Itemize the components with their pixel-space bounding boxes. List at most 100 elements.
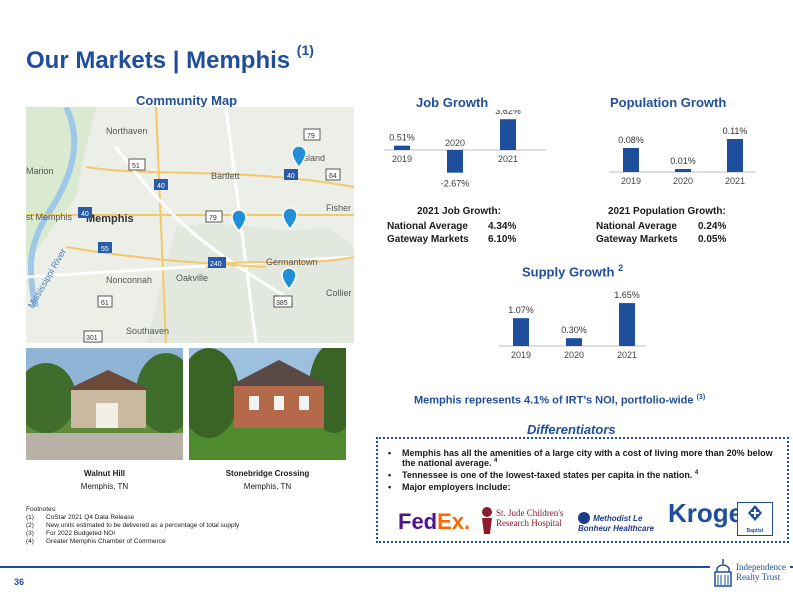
route-shield: 55 (98, 242, 112, 253)
chart-tick-label: 2021 (725, 176, 745, 186)
route-shield: 240 (208, 257, 226, 268)
footnotes-heading: Footnotes: (26, 506, 57, 513)
route-shield: 301 (83, 330, 103, 343)
community-map-heading: Community Map (136, 93, 238, 108)
chart-data-label: 3.62% (495, 110, 521, 116)
chart-data-label: 0.51% (389, 133, 415, 143)
property-caption: Stonebridge Crossing Memphis, TN (225, 469, 310, 491)
population-growth-heading: Population Growth (610, 95, 727, 110)
route-shield: 40 (78, 207, 92, 218)
svg-text:64: 64 (329, 173, 337, 180)
route-shield: 61 (97, 295, 113, 308)
stat-value: 0.24% (698, 221, 727, 232)
footnote-item: (4) Greater Memphis Chamber of Commerce (26, 538, 166, 545)
stat-value: 4.34% (488, 221, 517, 232)
job-growth-stat-title: 2021 Job Growth: (417, 206, 501, 217)
map-label: Germantown (266, 257, 318, 267)
footnotes: Footnotes: (1) CoStar 2021 Q4 Data Releas… (26, 506, 239, 546)
map-label: Bartlett (211, 171, 240, 181)
chart-tick-label: 2020 (445, 138, 465, 148)
map-label: Nonconnah (106, 275, 152, 285)
map-label: Collier (326, 288, 352, 298)
page-title: Our Markets | Memphis (1) (26, 42, 314, 74)
supply-growth-chart-svg: 1.07% 2019 0.30% 2020 1.65% 2021 (499, 290, 646, 360)
job-growth-chart-svg: 0.51% 2019 -2.67% 2020 3.62% 2021 (384, 106, 546, 189)
map-label: Island (301, 153, 325, 163)
map-pin-icon[interactable] (282, 207, 298, 231)
job-growth-chart: 0.51% 2019 -2.67% 2020 3.62% 2021 (380, 106, 550, 195)
stat-value: 6.10% (488, 234, 517, 245)
map-label: Oakville (176, 273, 208, 283)
footer-rule (0, 566, 793, 568)
chart-data-label: 0.30% (561, 325, 587, 335)
map-label: st Memphis (26, 212, 73, 222)
map-label: Northaven (106, 126, 148, 136)
chart-bar (447, 150, 463, 173)
footnote-item: (2) New units estimated to be delivered a… (26, 522, 240, 529)
route-shield: 40 (284, 169, 298, 180)
chart-tick-label: 2020 (673, 176, 693, 186)
differentiators-heading: Differentiators (527, 422, 616, 437)
stat-label: National Average (387, 221, 468, 232)
map-graphic: Northaven Bartlett Island Fisher Memphis… (26, 107, 354, 343)
footnote-item: (1) CoStar 2021 Q4 Data Release (26, 514, 135, 521)
chart-tick-label: 2019 (392, 154, 412, 164)
route-shield: 385 (273, 295, 293, 308)
map-label: Memphis (86, 213, 134, 225)
property-caption: Walnut Hill Memphis, TN (80, 469, 129, 491)
population-growth-stat-title: 2021 Population Growth: (608, 206, 726, 217)
job-growth-heading: Job Growth (416, 95, 489, 110)
footnote-item: (3) For 2022 Budgeted NOI (26, 530, 116, 537)
map-label: Marion (26, 166, 54, 176)
supply-growth-heading: Supply Growth 2 (522, 263, 624, 280)
svg-text:40: 40 (157, 183, 165, 190)
differentiators-box (376, 437, 789, 543)
map-pin-icon[interactable] (291, 145, 307, 169)
svg-text:40: 40 (81, 211, 89, 218)
svg-text:61: 61 (101, 300, 109, 307)
svg-text:55: 55 (101, 246, 109, 253)
community-map[interactable]: Northaven Bartlett Island Fisher Memphis… (26, 107, 354, 343)
stat-label: Gateway Markets (387, 234, 469, 245)
list-item: • Major employers include: (388, 482, 511, 492)
st-jude-logo: St. Jude Children's Research Hospital (480, 506, 572, 536)
stat-label: National Average (596, 221, 677, 232)
svg-text:40: 40 (287, 173, 295, 180)
chart-data-label: 0.01% (670, 156, 696, 166)
property-photo-stonebridge (189, 348, 346, 460)
property-photo-walnut-hill (26, 348, 183, 460)
chart-bar (623, 148, 639, 172)
route-shield: 79 (205, 210, 223, 223)
route-shield: 40 (154, 179, 168, 190)
svg-text:51: 51 (132, 163, 140, 170)
svg-text:385: 385 (276, 300, 288, 307)
chart-bar (619, 303, 635, 346)
bullet-list: • Memphis has all the amenities of a larg… (388, 448, 783, 492)
svg-text:301: 301 (86, 335, 98, 342)
chart-bar (675, 169, 691, 172)
chart-tick-label: 2021 (617, 350, 637, 360)
chart-data-label: 0.11% (723, 126, 748, 136)
chart-tick-label: 2019 (511, 350, 531, 360)
stat-value: 0.05% (698, 234, 727, 245)
route-shield: 64 (325, 168, 341, 181)
map-pin-icon[interactable] (231, 209, 247, 233)
route-shield: 51 (128, 158, 146, 171)
chart-bar (394, 145, 410, 150)
svg-text:240: 240 (210, 261, 222, 268)
chart-bar (727, 139, 743, 172)
list-item: • Memphis has all the amenities of a larg… (388, 448, 773, 468)
chart-tick-label: 2019 (621, 176, 641, 186)
chart-bar (513, 318, 529, 346)
supply-growth-chart: 1.07% 2019 0.30% 2020 1.65% 2021 (495, 282, 650, 373)
list-item: • Tennessee is one of the lowest-taxed st… (388, 470, 699, 480)
map-label: Fisher (326, 203, 351, 213)
map-pin-icon[interactable] (281, 267, 297, 291)
map-label: Southaven (126, 326, 169, 336)
baptist-logo: Baptist (737, 502, 773, 536)
noi-statement: Memphis represents 4.1% of IRT’s NOI, po… (414, 394, 706, 407)
chart-data-label: -2.67% (441, 179, 470, 189)
page-number: 36 (14, 577, 25, 587)
chart-data-label: 1.07% (508, 305, 534, 315)
svg-text:79: 79 (307, 133, 315, 140)
